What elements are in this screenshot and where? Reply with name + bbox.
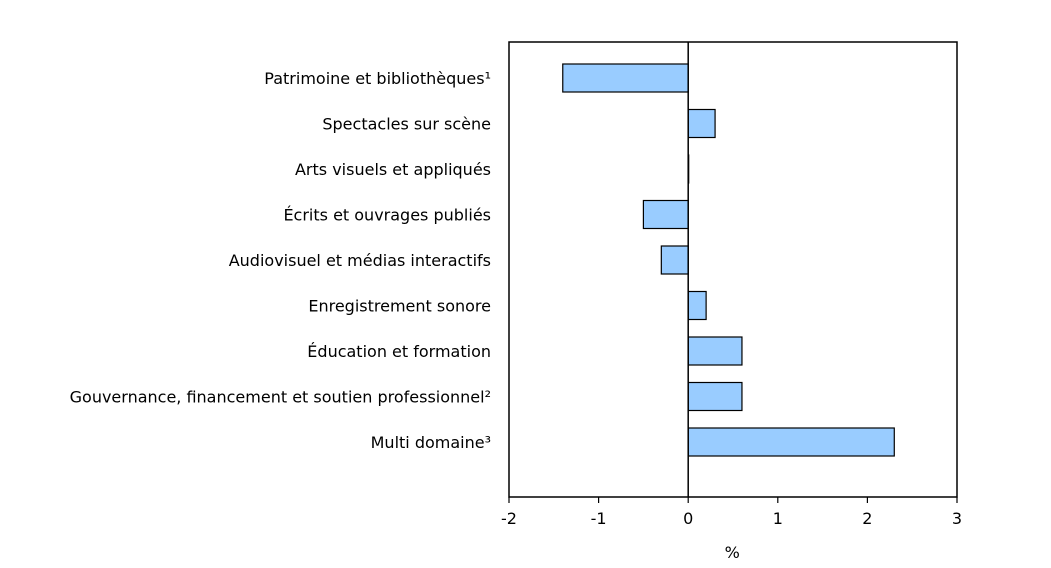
x-tick-label: -1 — [591, 509, 607, 528]
category-label: Éducation et formation — [307, 342, 491, 361]
category-label: Écrits et ouvrages publiés — [283, 206, 491, 225]
x-tick-label: 1 — [773, 509, 783, 528]
bar — [660, 245, 689, 275]
x-tick-label: -2 — [501, 509, 517, 528]
category-label: Multi domaine³ — [371, 433, 491, 452]
x-tick-label: 3 — [952, 509, 962, 528]
category-label: Audiovisuel et médias interactifs — [229, 251, 491, 270]
category-label: Patrimoine et bibliothèques¹ — [264, 69, 491, 88]
bar — [687, 336, 743, 366]
plot-frame — [508, 41, 958, 498]
bar — [687, 108, 716, 139]
category-label: Gouvernance, financement et soutien prof… — [70, 388, 491, 407]
bars-group — [562, 63, 895, 457]
bar — [687, 290, 707, 321]
x-tick-label: 0 — [683, 509, 693, 528]
bar — [687, 381, 743, 412]
x-tick-label: 2 — [862, 509, 872, 528]
x-axis-title: % — [725, 543, 740, 562]
category-label: Arts visuels et appliqués — [295, 160, 491, 179]
bar — [687, 427, 895, 457]
x-axis-ticks: -2 -1 0 1 2 3 — [501, 497, 962, 528]
bar — [642, 199, 689, 230]
bar — [562, 63, 689, 93]
category-labels: Patrimoine et bibliothèques¹ Spectacles s… — [70, 69, 491, 452]
category-label: Enregistrement sonore — [308, 297, 491, 316]
category-label: Spectacles sur scène — [322, 115, 491, 134]
